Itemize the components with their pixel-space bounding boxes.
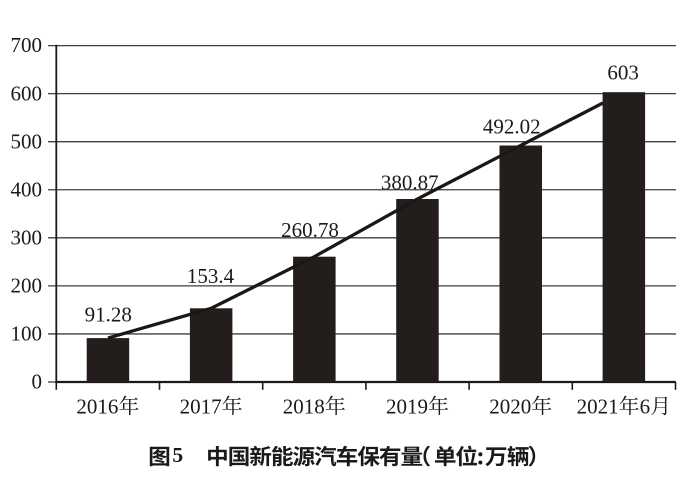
- svg-text:0: 0: [32, 370, 43, 394]
- svg-text:200: 200: [11, 274, 43, 298]
- svg-text:2018: 2018: [283, 395, 325, 419]
- svg-text:700: 700: [11, 33, 43, 57]
- svg-text:380.87: 380.87: [381, 170, 439, 194]
- svg-text:100: 100: [11, 322, 43, 346]
- svg-text:603: 603: [607, 61, 639, 85]
- svg-text:6: 6: [640, 395, 651, 419]
- svg-text:260.78: 260.78: [281, 218, 339, 242]
- svg-text:2021: 2021: [577, 395, 619, 419]
- svg-text:600: 600: [11, 81, 43, 105]
- svg-text:2017: 2017: [180, 395, 222, 419]
- svg-text:400: 400: [11, 177, 43, 201]
- svg-text:492.02: 492.02: [483, 115, 541, 139]
- svg-text:91.28: 91.28: [85, 303, 132, 327]
- svg-text:2019: 2019: [386, 395, 428, 419]
- svg-text:5: 5: [172, 443, 183, 467]
- svg-text:500: 500: [11, 129, 43, 153]
- svg-text:2016: 2016: [76, 395, 118, 419]
- svg-text:153.4: 153.4: [187, 264, 235, 288]
- svg-text:2020: 2020: [489, 395, 531, 419]
- svg-text:300: 300: [11, 225, 43, 249]
